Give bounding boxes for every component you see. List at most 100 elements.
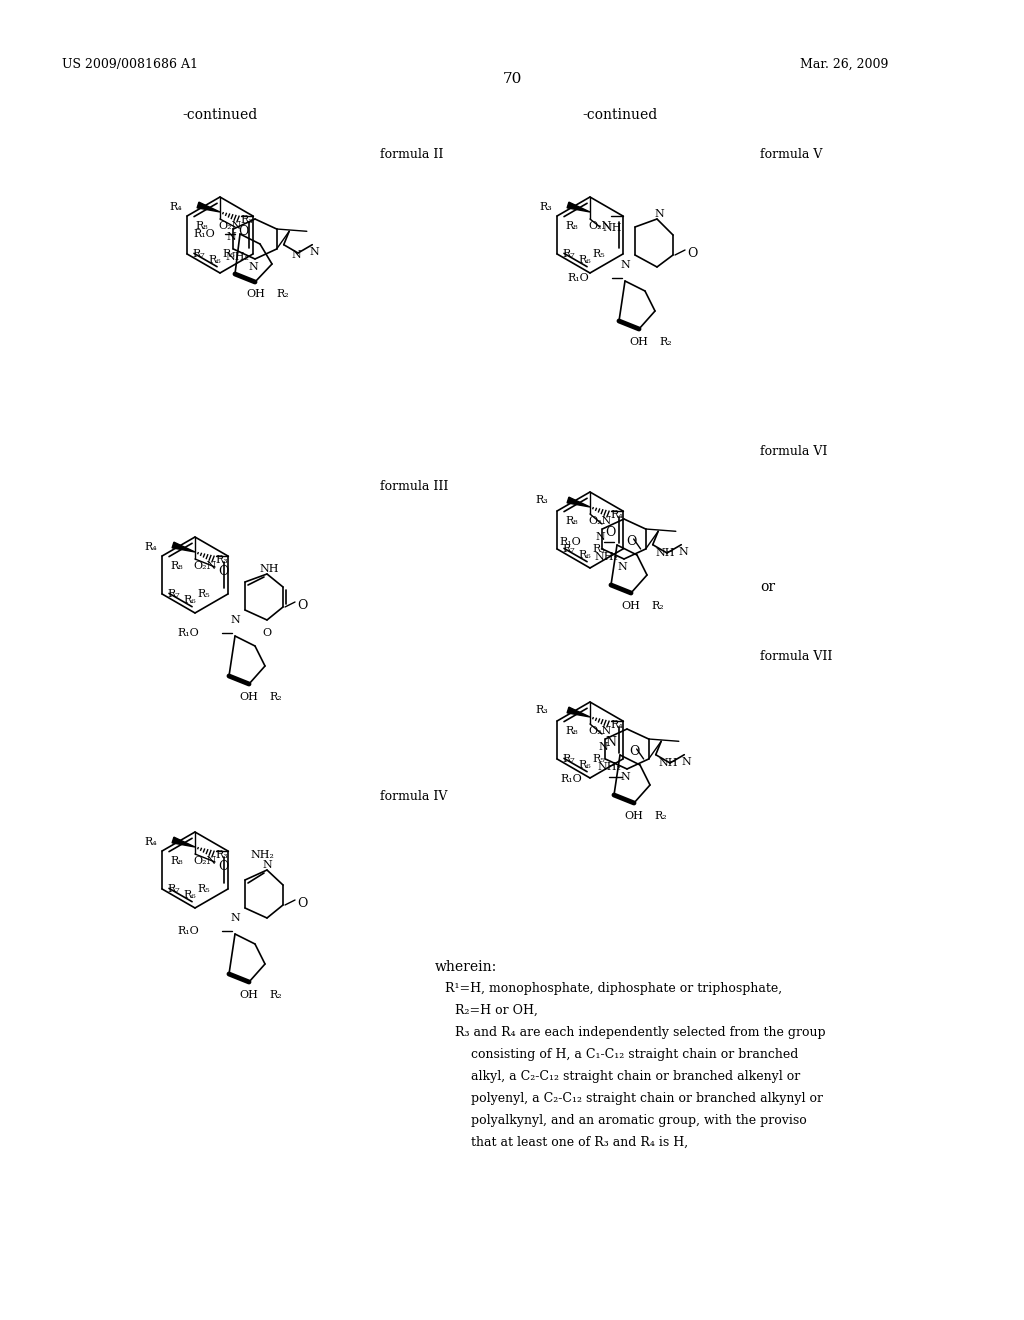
Text: R₃ and R₄ are each independently selected from the group: R₃ and R₄ are each independently selecte… xyxy=(455,1026,825,1039)
Text: O: O xyxy=(297,898,307,909)
Text: O: O xyxy=(262,628,271,638)
Text: R₇: R₇ xyxy=(167,884,180,894)
Text: R₅: R₅ xyxy=(592,249,605,259)
Text: NH: NH xyxy=(259,564,279,574)
Polygon shape xyxy=(197,202,220,213)
Text: N: N xyxy=(617,562,627,572)
Text: NH₂: NH₂ xyxy=(225,252,249,261)
Text: R₅: R₅ xyxy=(198,589,210,599)
Text: O: O xyxy=(297,599,307,612)
Text: N: N xyxy=(681,756,691,767)
Text: US 2009/0081686 A1: US 2009/0081686 A1 xyxy=(62,58,198,71)
Text: N: N xyxy=(230,615,240,624)
Text: R₁O: R₁O xyxy=(177,927,199,936)
Text: R₅: R₅ xyxy=(592,544,605,554)
Text: N: N xyxy=(226,232,237,242)
Text: N: N xyxy=(678,546,688,557)
Text: O: O xyxy=(218,565,228,578)
Text: R₄: R₄ xyxy=(144,543,157,552)
Text: R₄: R₄ xyxy=(169,202,182,213)
Text: R₂: R₂ xyxy=(269,990,282,1001)
Text: 70: 70 xyxy=(503,73,521,86)
Polygon shape xyxy=(567,708,590,717)
Text: OH: OH xyxy=(625,810,643,821)
Text: O₂N: O₂N xyxy=(588,516,611,525)
Text: R₃: R₃ xyxy=(536,705,548,715)
Text: R₄: R₄ xyxy=(610,510,623,520)
Text: R₆: R₆ xyxy=(183,890,197,900)
Text: -continued: -continued xyxy=(182,108,258,121)
Text: O₂N: O₂N xyxy=(588,726,611,737)
Text: R₆: R₆ xyxy=(209,255,221,265)
Text: Mar. 26, 2009: Mar. 26, 2009 xyxy=(800,58,889,71)
Text: O: O xyxy=(218,861,228,873)
Text: N: N xyxy=(621,772,630,781)
Text: N: N xyxy=(230,913,240,923)
Text: formula V: formula V xyxy=(760,148,822,161)
Text: R₁O: R₁O xyxy=(567,273,589,282)
Text: R₃: R₃ xyxy=(536,495,548,506)
Text: formula VI: formula VI xyxy=(760,445,827,458)
Text: N: N xyxy=(291,249,301,260)
Text: O₂N: O₂N xyxy=(193,855,216,866)
Text: N: N xyxy=(248,261,258,272)
Text: R₆: R₆ xyxy=(183,595,197,605)
Text: R₃: R₃ xyxy=(540,202,552,213)
Text: R₈: R₈ xyxy=(170,561,182,572)
Text: O: O xyxy=(238,224,249,238)
Text: wherein:: wherein: xyxy=(435,960,498,974)
Text: R₃: R₃ xyxy=(215,554,227,565)
Text: R₇: R₇ xyxy=(562,544,574,554)
Text: polyenyl, a C₂-C₁₂ straight chain or branched alkynyl or: polyenyl, a C₂-C₁₂ straight chain or bra… xyxy=(455,1092,823,1105)
Text: formula VII: formula VII xyxy=(760,649,833,663)
Polygon shape xyxy=(567,498,590,507)
Text: formula III: formula III xyxy=(380,480,449,492)
Polygon shape xyxy=(172,837,195,847)
Text: R₁O: R₁O xyxy=(177,628,199,638)
Text: consisting of H, a C₁-C₁₂ straight chain or branched: consisting of H, a C₁-C₁₂ straight chain… xyxy=(455,1048,799,1061)
Text: R₅: R₅ xyxy=(198,884,210,894)
Text: N: N xyxy=(596,532,605,543)
Text: OH: OH xyxy=(240,990,258,1001)
Text: R₈: R₈ xyxy=(565,220,578,231)
Text: N: N xyxy=(605,737,616,748)
Text: R₇: R₇ xyxy=(562,754,574,764)
Text: R₇: R₇ xyxy=(193,249,205,259)
Text: N: N xyxy=(309,247,319,256)
Text: O₂N: O₂N xyxy=(193,561,216,572)
Text: R₂: R₂ xyxy=(654,810,667,821)
Text: polyalkynyl, and an aromatic group, with the proviso: polyalkynyl, and an aromatic group, with… xyxy=(455,1114,807,1127)
Text: N: N xyxy=(598,742,608,752)
Text: O: O xyxy=(627,535,637,548)
Text: N: N xyxy=(262,861,272,870)
Text: NH: NH xyxy=(602,223,622,234)
Text: R₇: R₇ xyxy=(562,249,574,259)
Text: NH: NH xyxy=(655,548,675,558)
Text: O₂N: O₂N xyxy=(218,220,242,231)
Text: N: N xyxy=(621,260,630,271)
Polygon shape xyxy=(172,543,195,552)
Text: formula II: formula II xyxy=(380,148,443,161)
Text: R¹=H, monophosphate, diphosphate or triphosphate,: R¹=H, monophosphate, diphosphate or trip… xyxy=(445,982,782,995)
Text: R₈: R₈ xyxy=(170,855,182,866)
Text: that at least one of R₃ and R₄ is H,: that at least one of R₃ and R₄ is H, xyxy=(455,1137,688,1148)
Text: R₆: R₆ xyxy=(579,760,592,770)
Text: O: O xyxy=(687,247,697,260)
Text: R₂=H or OH,: R₂=H or OH, xyxy=(455,1005,538,1016)
Text: OH: OH xyxy=(630,337,648,347)
Text: O: O xyxy=(630,744,640,758)
Text: NH: NH xyxy=(658,758,678,768)
Text: OH: OH xyxy=(622,601,640,611)
Text: R₁O: R₁O xyxy=(560,774,582,784)
Text: R₂: R₂ xyxy=(269,692,282,702)
Text: R₅: R₅ xyxy=(222,249,234,259)
Text: R₂: R₂ xyxy=(659,337,672,347)
Text: R₆: R₆ xyxy=(579,550,592,560)
Text: NH₂: NH₂ xyxy=(250,850,273,861)
Text: formula IV: formula IV xyxy=(380,789,447,803)
Text: or: or xyxy=(760,579,775,594)
Text: N: N xyxy=(654,209,664,219)
Text: R₇: R₇ xyxy=(167,589,180,599)
Text: O: O xyxy=(605,525,615,539)
Text: R₁O: R₁O xyxy=(559,537,581,546)
